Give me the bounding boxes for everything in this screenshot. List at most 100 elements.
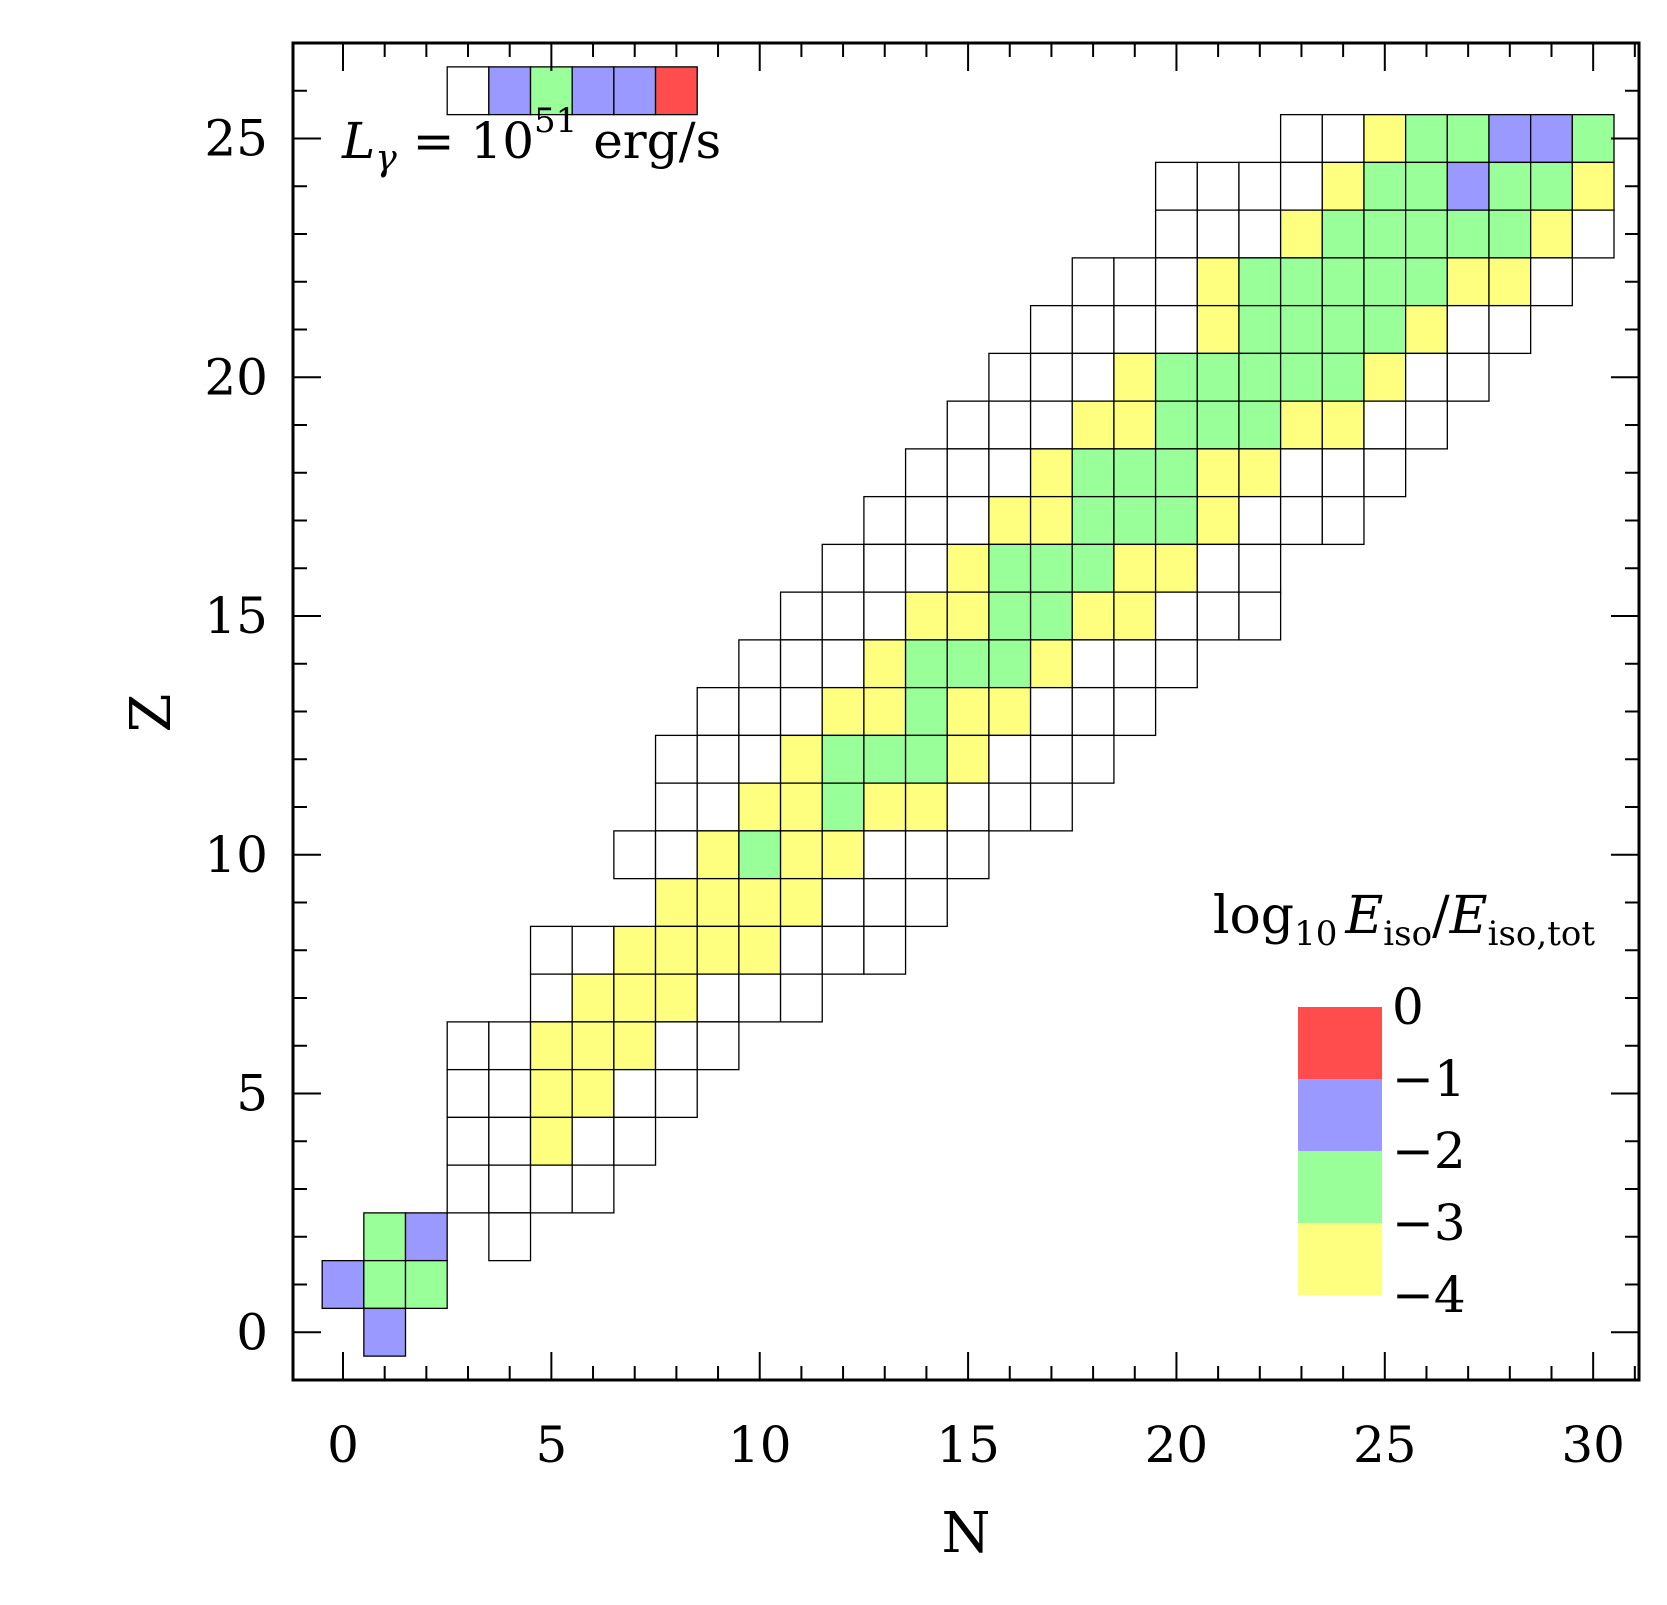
cell-N25-Z19 [1363, 400, 1407, 450]
cell-N27-Z23 [1446, 209, 1490, 259]
cell-N28-Z22 [1488, 257, 1532, 307]
cell-N28-Z25 [1488, 113, 1532, 164]
cell-N16-Z19 [988, 400, 1032, 450]
cell-N4-Z6 [488, 1021, 532, 1071]
cell-N15-Z14 [946, 639, 990, 689]
cell-N21-Z19 [1196, 400, 1240, 450]
cell-N16-Z17 [988, 495, 1032, 546]
cell-N27-Z22 [1446, 257, 1490, 307]
cells-layer [321, 66, 1615, 1357]
cell-N5-Z8 [529, 925, 573, 975]
cell-N20-Z16 [1154, 543, 1198, 593]
legend-title-log: log [1213, 886, 1294, 946]
y-tick-label-0: 0 [236, 1303, 268, 1361]
cell-N12-Z11 [821, 782, 865, 832]
cell-N19-Z16 [1113, 543, 1157, 593]
cell-N3-Z26 [446, 66, 490, 116]
cell-N11-Z10 [779, 830, 823, 880]
y-tick-label-10: 10 [204, 826, 268, 884]
cell-N11-Z15 [779, 591, 823, 641]
cell-N25-Z22 [1363, 257, 1407, 307]
y-tick-label-25: 25 [204, 110, 268, 168]
cell-N19-Z22 [1113, 257, 1157, 307]
cell-N20-Z15 [1154, 591, 1198, 641]
cell-N8-Z10 [654, 830, 698, 880]
cell-N24-Z21 [1321, 304, 1365, 355]
cell-N15-Z12 [946, 734, 990, 784]
legend-title-e2-sub: iso,tot [1488, 914, 1596, 954]
cell-N30-Z23 [1571, 209, 1615, 259]
cell-N14-Z10 [904, 830, 948, 880]
cell-N29-Z23 [1530, 209, 1573, 259]
legend-title-base: 10 [1294, 914, 1337, 954]
cell-N6-Z4 [571, 1116, 615, 1166]
cell-N19-Z21 [1113, 304, 1157, 355]
cell-N3-Z4 [446, 1116, 490, 1166]
cell-N13-Z16 [863, 543, 907, 593]
cell-N2-Z2 [404, 1212, 448, 1262]
y-tick-label-15: 15 [204, 587, 268, 645]
legend-tick-3: −3 [1392, 1194, 1466, 1252]
cell-N23-Z22 [1279, 257, 1323, 307]
x-tick-label-5: 5 [535, 1416, 567, 1474]
cell-N9-Z11 [696, 782, 740, 832]
cell-N14-Z13 [904, 686, 948, 737]
cell-N20-Z14 [1154, 639, 1198, 689]
cell-N21-Z16 [1196, 543, 1240, 593]
annotation-gamma: γ [375, 138, 397, 179]
cell-N17-Z14 [1029, 639, 1073, 689]
cell-N12-Z13 [821, 686, 865, 737]
cell-N25-Z21 [1363, 304, 1407, 355]
cell-N3-Z3 [446, 1164, 490, 1214]
cell-N13-Z10 [863, 830, 907, 880]
y-axis-label: Z [119, 694, 184, 733]
cell-N24-Z18 [1321, 448, 1365, 498]
cell-N12-Z12 [821, 734, 865, 784]
cell-N22-Z24 [1238, 161, 1282, 211]
cell-N14-Z18 [904, 448, 948, 498]
cell-N18-Z15 [1071, 591, 1115, 641]
cell-N11-Z7 [779, 973, 823, 1023]
cell-N20-Z20 [1154, 352, 1198, 402]
cell-N9-Z12 [696, 734, 740, 784]
cell-N1-Z2 [363, 1212, 407, 1262]
cell-N16-Z13 [988, 686, 1032, 737]
cell-N23-Z19 [1279, 400, 1323, 450]
cell-N3-Z6 [446, 1021, 490, 1071]
cell-N26-Z20 [1404, 352, 1448, 402]
cell-N25-Z25 [1363, 113, 1407, 164]
cell-N11-Z11 [779, 782, 823, 832]
cell-N20-Z17 [1154, 495, 1198, 546]
x-axis-label: N [942, 1501, 991, 1566]
cell-N10-Z13 [738, 686, 782, 737]
cell-N22-Z21 [1238, 304, 1282, 355]
x-tick-label-15: 15 [936, 1416, 1000, 1474]
cell-N16-Z14 [988, 639, 1032, 689]
cell-N22-Z23 [1238, 209, 1282, 259]
cell-N23-Z23 [1279, 209, 1323, 259]
x-tick-label-0: 0 [327, 1416, 359, 1474]
cell-N1-Z1 [363, 1259, 407, 1310]
cell-N30-Z25 [1571, 113, 1615, 164]
cell-N27-Z24 [1446, 161, 1490, 211]
cell-N10-Z8 [738, 925, 782, 975]
cell-N7-Z7 [613, 973, 657, 1023]
cell-N3-Z5 [446, 1068, 490, 1119]
cell-N14-Z17 [904, 495, 948, 546]
cell-N15-Z15 [946, 591, 990, 641]
cell-N16-Z11 [988, 782, 1032, 832]
cell-N18-Z12 [1071, 734, 1115, 784]
cell-N19-Z14 [1113, 639, 1157, 689]
cell-N15-Z16 [946, 543, 990, 593]
cell-N20-Z18 [1154, 448, 1198, 498]
cell-N21-Z17 [1196, 495, 1240, 546]
cell-N21-Z15 [1196, 591, 1240, 641]
cell-N21-Z20 [1196, 352, 1240, 402]
cell-N20-Z22 [1154, 257, 1198, 307]
cell-N25-Z18 [1363, 448, 1407, 498]
ticks-layer [293, 43, 1639, 1380]
cell-N11-Z8 [779, 925, 823, 975]
annotation-equals: = 10 [397, 112, 534, 170]
cell-N6-Z5 [571, 1068, 615, 1119]
